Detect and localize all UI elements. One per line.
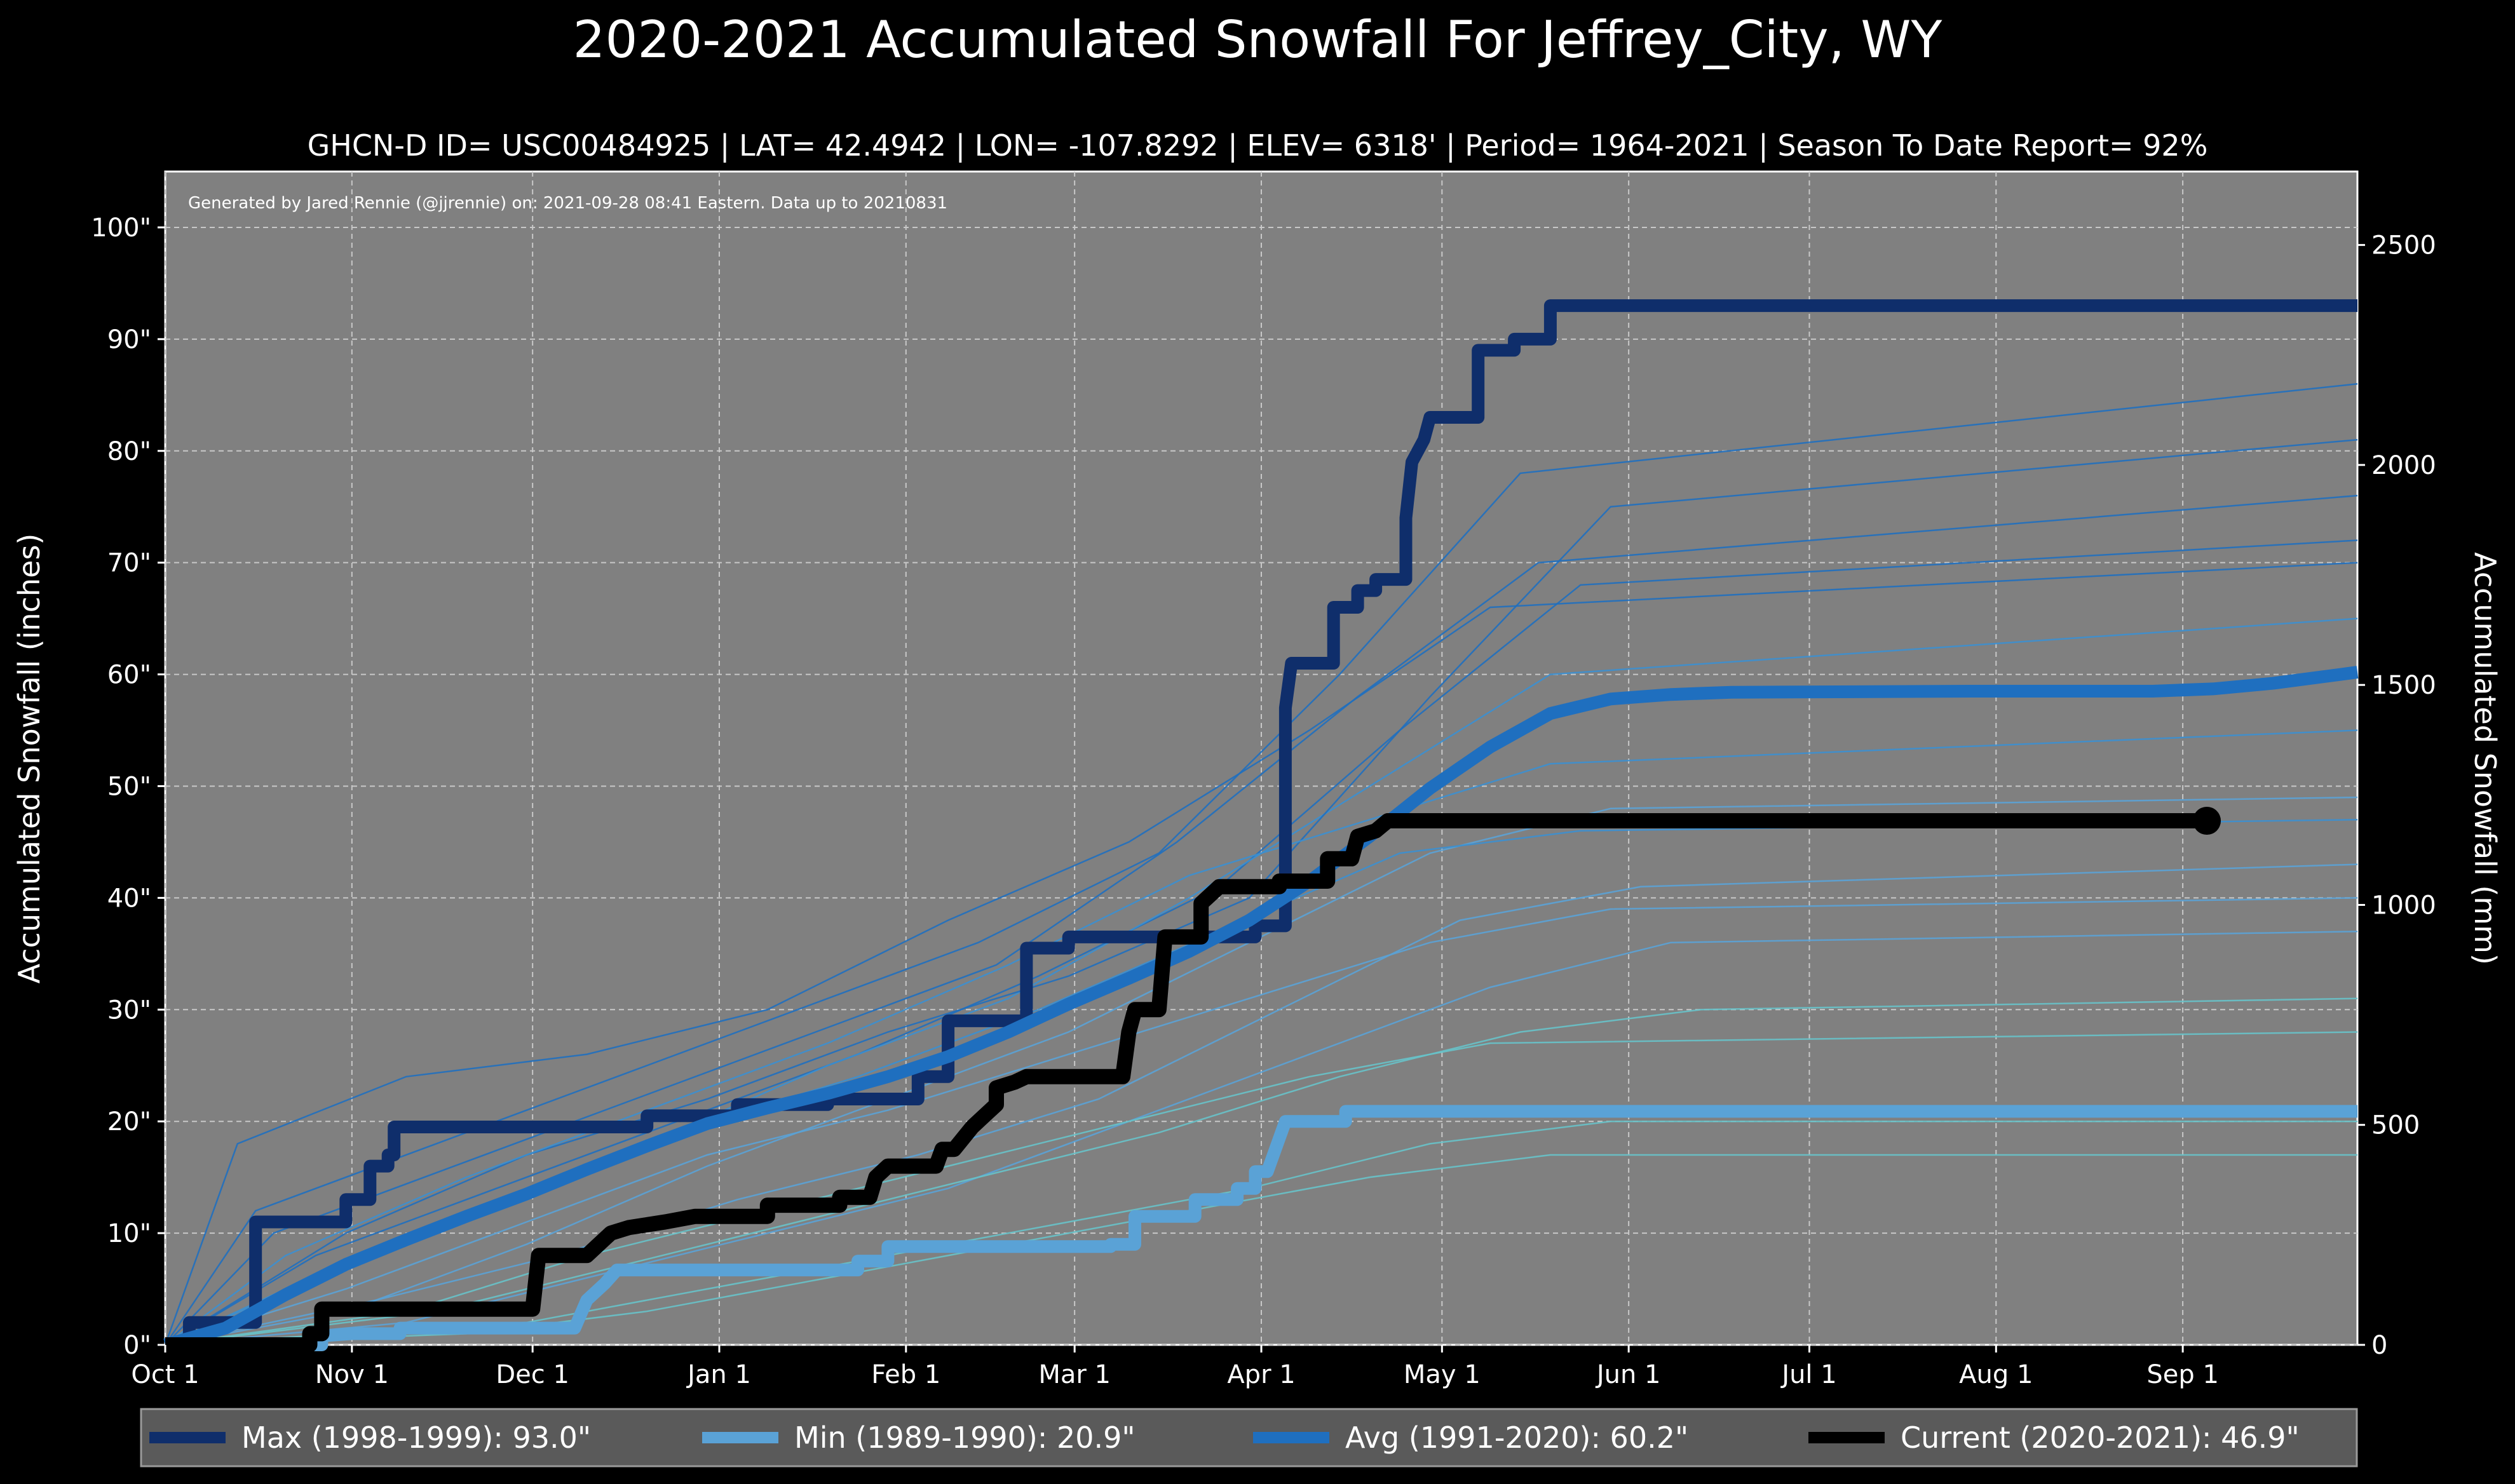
- y-tick-label: 50": [107, 772, 151, 801]
- y-tick-label: 70": [107, 549, 151, 578]
- y-tick-label-right: 2000: [2371, 451, 2436, 480]
- y-axis-label-right: Accumulated Snowfall (mm): [2468, 552, 2502, 965]
- climatology-line: [165, 796, 2358, 1346]
- series-line: [163, 666, 2359, 1351]
- y-tick-label: 10": [107, 1219, 151, 1248]
- x-tick-label: Nov 1: [315, 1360, 389, 1389]
- x-tick-label: Jan 1: [686, 1360, 751, 1389]
- y-tick-label-right: 0: [2371, 1331, 2387, 1360]
- y-tick-label: 20": [107, 1107, 151, 1137]
- y-axis-ticks: 0" 10" 20" 30" 40" 50" 60" 70" 80" 90" 100": [91, 213, 165, 1360]
- y-tick-label: 60": [107, 661, 151, 690]
- main-series-lines: [163, 299, 2359, 1352]
- x-tick-label: Sep 1: [2146, 1360, 2219, 1389]
- legend-label: Avg (1991-2020): 60.2": [1345, 1420, 1688, 1455]
- x-tick-label: Aug 1: [1959, 1360, 2033, 1389]
- x-axis-ticks: Oct 1 Nov 1 Dec 1 Jan 1 Feb 1 Mar 1 Apr 1 May 1…: [131, 1345, 2219, 1389]
- chart-title: 2020-2021 Accumulated Snowfall For Jeffr…: [573, 10, 1943, 69]
- climatology-line: [165, 438, 2358, 1346]
- y-tick-label-right: 500: [2371, 1111, 2420, 1140]
- legend-label: Min (1989-1990): 20.9": [794, 1420, 1135, 1455]
- y-tick-label: 0": [123, 1331, 151, 1360]
- climatology-line: [165, 997, 2358, 1346]
- legend-items: Max (1998-1999): 93.0" Min (1989-1990): 2…: [149, 1420, 2300, 1455]
- y-tick-label-right: 1500: [2371, 671, 2436, 700]
- climatology-line: [165, 1031, 2358, 1346]
- climatology-line: [164, 382, 2358, 1346]
- y-tick-label: 90": [107, 325, 151, 354]
- x-tick-label: Jun 1: [1595, 1360, 1661, 1389]
- y-tick-label: 100": [91, 213, 151, 243]
- climatology-line: [164, 562, 2358, 1346]
- y-axis-label: Accumulated Snowfall (inches): [12, 534, 46, 984]
- x-tick-label: Dec 1: [496, 1360, 569, 1389]
- legend-label: Max (1998-1999): 93.0": [241, 1420, 591, 1455]
- legend: [140, 1408, 2358, 1467]
- current-end-marker: [2193, 807, 2221, 835]
- y-tick-label: 30": [107, 995, 151, 1025]
- x-tick-label: Apr 1: [1227, 1360, 1295, 1389]
- x-tick-label: Feb 1: [871, 1360, 940, 1389]
- climatology-line: [165, 863, 2358, 1346]
- chart-subtitle: GHCN-D ID= USC00484925 | LAT= 42.4942 | …: [308, 128, 2208, 163]
- series-line: [165, 813, 2207, 1352]
- x-tick-label: May 1: [1404, 1360, 1481, 1389]
- x-tick-label: Mar 1: [1038, 1360, 1111, 1389]
- climatology-line: [165, 729, 2358, 1346]
- plot-area: [164, 170, 2359, 1346]
- grid: [165, 172, 2357, 1346]
- series-line: [165, 299, 2357, 1351]
- y-tick-label: 80": [107, 437, 151, 466]
- y-tick-label: 40": [107, 884, 151, 913]
- x-tick-label: Oct 1: [131, 1360, 199, 1389]
- climatology-line: [165, 930, 2358, 1346]
- credit-text: Generated by Jared Rennie (@jjrennie) on…: [188, 194, 947, 213]
- y-axis-ticks-right: 0 500 1000 1500 2000 2500: [2357, 231, 2436, 1360]
- x-tick-label: Jul 1: [1780, 1360, 1836, 1389]
- climatology-line: [165, 897, 2358, 1346]
- series-line: [165, 1105, 2357, 1351]
- legend-label: Current (2020-2021): 46.9": [1901, 1420, 2300, 1455]
- y-tick-label-right: 2500: [2371, 231, 2436, 260]
- y-tick-label-right: 1000: [2371, 891, 2436, 920]
